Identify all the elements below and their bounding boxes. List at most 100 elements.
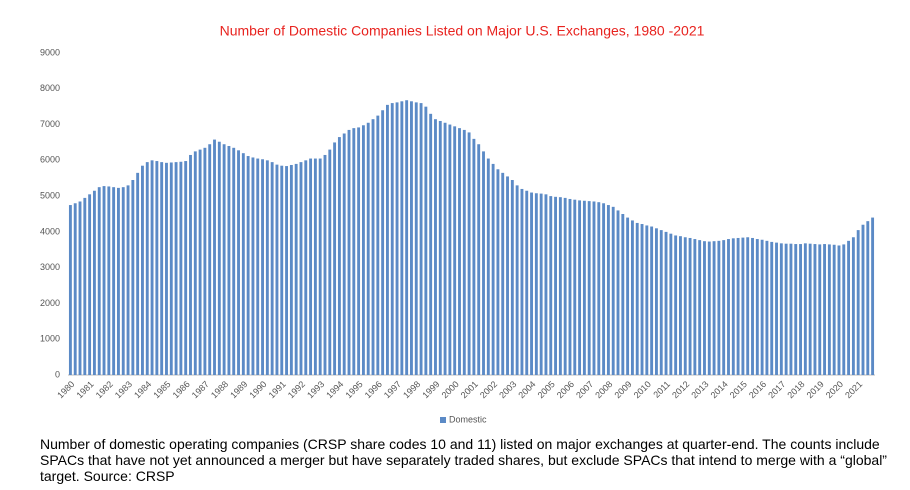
x-tick-label: 1984 (132, 379, 153, 400)
bar (803, 243, 807, 375)
bar (429, 113, 433, 376)
bar (731, 238, 735, 375)
bar (794, 244, 798, 375)
legend-swatch (440, 417, 446, 423)
y-tick-label: 8000 (40, 83, 60, 93)
bar (573, 199, 577, 375)
bar (765, 240, 769, 375)
bar (693, 239, 697, 375)
bar (703, 241, 706, 375)
bar (184, 161, 188, 375)
bar (203, 147, 207, 375)
bar (539, 193, 543, 375)
y-tick-label: 1000 (40, 334, 60, 344)
bar (784, 243, 788, 375)
bar (357, 127, 361, 375)
bar (775, 242, 778, 375)
bar (525, 190, 529, 375)
bar (698, 240, 702, 375)
bar (866, 221, 870, 375)
x-tick-label: 1992 (286, 379, 307, 400)
x-tick-label: 2011 (651, 379, 672, 400)
x-tick-label: 2015 (728, 379, 749, 400)
x-tick-label: 1999 (420, 379, 441, 400)
bar (241, 153, 245, 375)
y-tick-label: 4000 (40, 226, 60, 236)
bar (751, 237, 754, 375)
bar (847, 240, 851, 375)
chart-title: Number of Domestic Companies Listed on M… (220, 23, 705, 39)
bar (189, 154, 192, 375)
bar (97, 187, 101, 375)
bar (871, 217, 875, 375)
bar (107, 186, 111, 375)
bar (712, 241, 716, 375)
bar (755, 239, 759, 375)
x-tick-label: 2016 (747, 379, 768, 400)
x-tick-label: 2008 (593, 379, 614, 400)
bar (136, 172, 140, 375)
bar (405, 100, 409, 375)
bar (434, 119, 437, 375)
y-tick-label: 2000 (40, 298, 60, 308)
bar (280, 165, 284, 375)
bar (237, 150, 240, 375)
bar (73, 203, 77, 375)
y-tick-label: 0 (55, 369, 60, 379)
bar (851, 237, 855, 375)
x-tick-label: 2000 (440, 379, 461, 400)
x-tick-label: 1988 (209, 379, 230, 400)
x-tick-label: 2014 (709, 379, 730, 400)
bar (232, 147, 236, 375)
x-tick-label: 1982 (94, 379, 115, 400)
bar (717, 240, 721, 375)
bar (116, 187, 120, 375)
bar (477, 144, 481, 375)
x-tick-label: 1994 (324, 379, 345, 400)
bar (294, 163, 298, 375)
caption: Number of domestic operating companies (… (40, 436, 887, 484)
bar (299, 162, 303, 375)
bar (679, 236, 682, 375)
y-tick-label: 9000 (40, 47, 60, 57)
bar (664, 231, 668, 375)
bar (856, 230, 860, 375)
bar (659, 230, 663, 375)
bar (323, 154, 327, 375)
bar (654, 228, 658, 375)
x-tick-label: 2003 (497, 379, 518, 400)
bar (770, 241, 774, 375)
bar (83, 197, 87, 375)
bar (141, 165, 144, 375)
x-tick-label: 2002 (478, 379, 499, 400)
bar (121, 187, 125, 375)
bar (453, 126, 457, 375)
bar (261, 159, 264, 375)
x-tick-label: 1993 (305, 379, 326, 400)
x-tick-label: 2012 (670, 379, 691, 400)
bar (616, 210, 620, 375)
bar (621, 214, 625, 375)
y-tick-label: 6000 (40, 155, 60, 165)
bar (328, 149, 332, 375)
bar (832, 244, 836, 375)
bar (126, 185, 130, 375)
bar (746, 237, 750, 375)
bar (582, 200, 586, 375)
x-tick-label: 1995 (343, 379, 364, 400)
x-tick-label: 2010 (632, 379, 653, 400)
bar (217, 141, 221, 375)
bar (520, 188, 524, 375)
x-tick-label: 1987 (190, 379, 211, 400)
x-tick-label: 2007 (574, 379, 595, 400)
bar (448, 124, 452, 375)
x-tick-label: 2020 (824, 379, 845, 400)
x-tick-label: 2001 (459, 379, 480, 400)
bar (563, 197, 567, 375)
bar (371, 119, 375, 375)
bar (650, 226, 654, 375)
bar (424, 106, 428, 376)
bar (313, 158, 317, 375)
bar (727, 239, 730, 375)
bar (318, 158, 322, 375)
